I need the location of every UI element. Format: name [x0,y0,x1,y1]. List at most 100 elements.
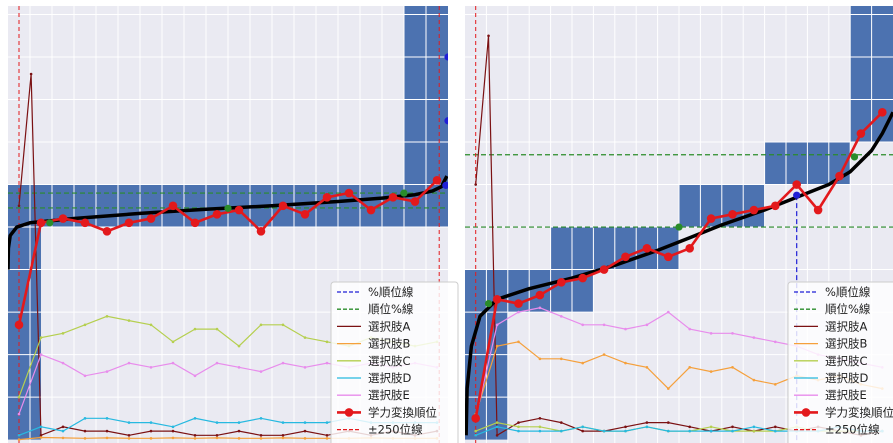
rank-series-point [234,205,244,215]
legend-label-limit: ±250位線 [368,423,423,437]
series-point-B [645,366,649,369]
series-point-C [61,332,65,335]
legend-label-A: 選択肢A [825,319,867,333]
rank-series-point [642,244,652,253]
series-point-B [127,437,131,440]
series-point-A [105,429,109,433]
rank-series-point [278,201,288,211]
rank-band-1 [8,227,41,440]
rank-series-point [58,214,68,223]
legend-label-pct: %順位線 [368,285,414,299]
series-point-D [560,429,563,433]
series-point-D [149,421,153,424]
series-point-A [560,421,563,424]
series-point-E [39,353,43,356]
rank-series-point [599,265,609,274]
series-point-B [237,437,241,440]
series-point-A [39,434,43,437]
legend-label-limit: ±250位線 [825,423,880,437]
series-point-A [171,429,175,433]
series-point-A [325,434,329,437]
series-point-E [105,370,109,373]
series-point-E [193,374,197,378]
series-point-A [193,434,197,437]
series-point-D [259,417,263,420]
series-point-D [83,417,87,420]
series-point-D [171,425,175,429]
series-point-C [127,319,131,322]
rank-series-point [471,414,481,423]
series-point-A [517,421,520,424]
series-point-A [487,34,490,38]
series-point-D [538,429,542,433]
rank-series-point [388,192,398,202]
intersection-marker [484,299,493,308]
series-point-A [17,204,21,208]
series-point-D [474,434,478,437]
series-point-E [624,327,627,331]
series-point-A [624,425,627,429]
series-point-C [193,327,197,331]
series-point-E [149,366,153,369]
series-point-B [624,361,627,365]
legend-label-D: 選択肢D [368,371,411,385]
legend-label-B: 選択肢B [368,337,410,351]
series-point-E [83,374,87,378]
intersection-marker [675,223,683,231]
series-point-B [105,436,109,440]
series-point-D [688,429,691,433]
series-point-B [149,437,153,440]
series-point-B [581,361,584,365]
intersection-marker [444,53,448,61]
series-point-E [237,366,241,369]
rank-series-point [36,218,46,228]
series-point-A [61,425,65,429]
legend-marker-rank [801,408,811,417]
series-point-C [105,315,109,318]
series-point-D [752,425,756,429]
rank-series-point [856,129,866,138]
legend-label-C: 選択肢C [368,354,411,368]
rank-series-point [792,180,801,189]
series-point-E [667,310,670,314]
legend-box [330,281,459,443]
series-point-D [61,429,65,433]
rank-series-point [344,188,354,198]
legend-label-pct: %順位線 [825,285,871,299]
series-point-D [17,434,21,437]
intersection-marker [442,181,448,189]
series-point-E [581,323,584,327]
series-point-B [39,436,43,439]
rank-series-point [706,214,716,223]
rank-series-point [14,320,24,330]
series-point-E [752,336,756,339]
series-point-A [581,429,584,433]
series-point-A [259,434,263,437]
series-point-B [61,436,65,440]
series-point-C [281,323,285,327]
rank-series-point [432,175,442,185]
rank-series-point [410,197,420,206]
series-point-E [495,323,499,327]
series-point-E [602,323,606,327]
series-point-A [29,72,33,76]
series-point-A [538,417,542,420]
series-point-C [149,323,153,327]
intersection-marker [224,204,232,212]
series-point-A [774,425,777,429]
plot-area-left [8,6,448,443]
rank-series-point [771,201,780,211]
series-point-A [645,421,649,424]
series-point-D [774,429,777,433]
series-point-B [517,340,520,344]
series-point-E [61,361,65,365]
legend-box [787,281,893,443]
series-point-B [688,366,691,369]
intersection-marker [46,219,54,227]
intersection-marker [850,153,859,161]
series-point-C [709,425,713,429]
intersection-marker [444,117,448,125]
legend-label-rank: 学力変換順位 [368,405,437,419]
